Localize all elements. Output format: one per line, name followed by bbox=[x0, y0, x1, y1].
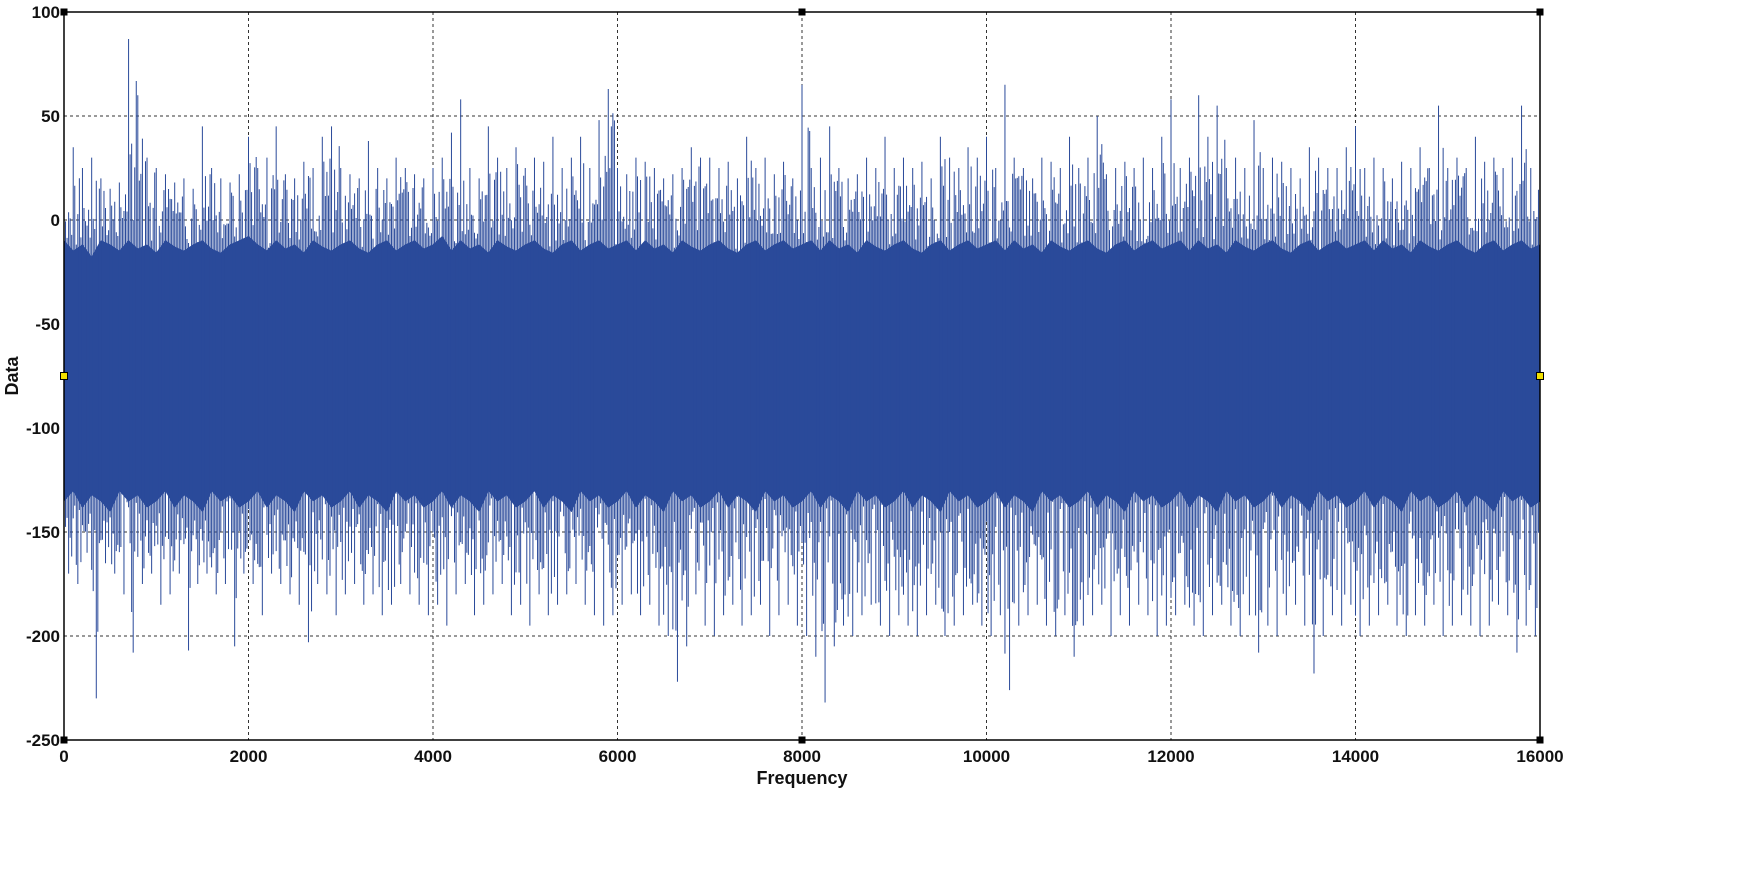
x-tick-labels: 0 2000 4000 6000 8000 10000 12000 14000 16000 bbox=[59, 747, 1563, 766]
x-tick-label: 4000 bbox=[414, 747, 452, 766]
selection-handle-yellow bbox=[1536, 372, 1544, 380]
selection-handle bbox=[60, 8, 68, 16]
selection-handle-layer bbox=[60, 8, 1544, 744]
x-tick-label: 16000 bbox=[1516, 747, 1563, 766]
y-tick-label: 0 bbox=[51, 211, 60, 230]
selection-handle bbox=[798, 8, 806, 16]
x-tick-label: 14000 bbox=[1332, 747, 1379, 766]
x-tick-label: 6000 bbox=[599, 747, 637, 766]
y-tick-labels: 100 50 0 -50 -100 -150 -200 -250 bbox=[26, 3, 60, 750]
selection-handle bbox=[1536, 736, 1544, 744]
y-tick-label: -200 bbox=[26, 627, 60, 646]
x-axis-label: Frequency bbox=[756, 768, 847, 788]
x-tick-label: 12000 bbox=[1147, 747, 1194, 766]
y-axis-label: Data bbox=[2, 356, 22, 396]
y-tick-label: -250 bbox=[26, 731, 60, 750]
y-tick-label: 100 bbox=[32, 3, 60, 22]
y-tick-label: -150 bbox=[26, 523, 60, 542]
selection-handle-yellow bbox=[60, 372, 68, 380]
x-tick-label: 10000 bbox=[963, 747, 1010, 766]
y-tick-label: -50 bbox=[35, 315, 60, 334]
selection-handle bbox=[798, 736, 806, 744]
x-tick-label: 2000 bbox=[230, 747, 268, 766]
y-tick-label: 50 bbox=[41, 107, 60, 126]
signal-spike-layer bbox=[63, 39, 1541, 703]
x-tick-label: 0 bbox=[59, 747, 68, 766]
selection-handle bbox=[60, 736, 68, 744]
selection-handle bbox=[1536, 8, 1544, 16]
y-tick-label: -100 bbox=[26, 419, 60, 438]
x-tick-label: 8000 bbox=[783, 747, 821, 766]
